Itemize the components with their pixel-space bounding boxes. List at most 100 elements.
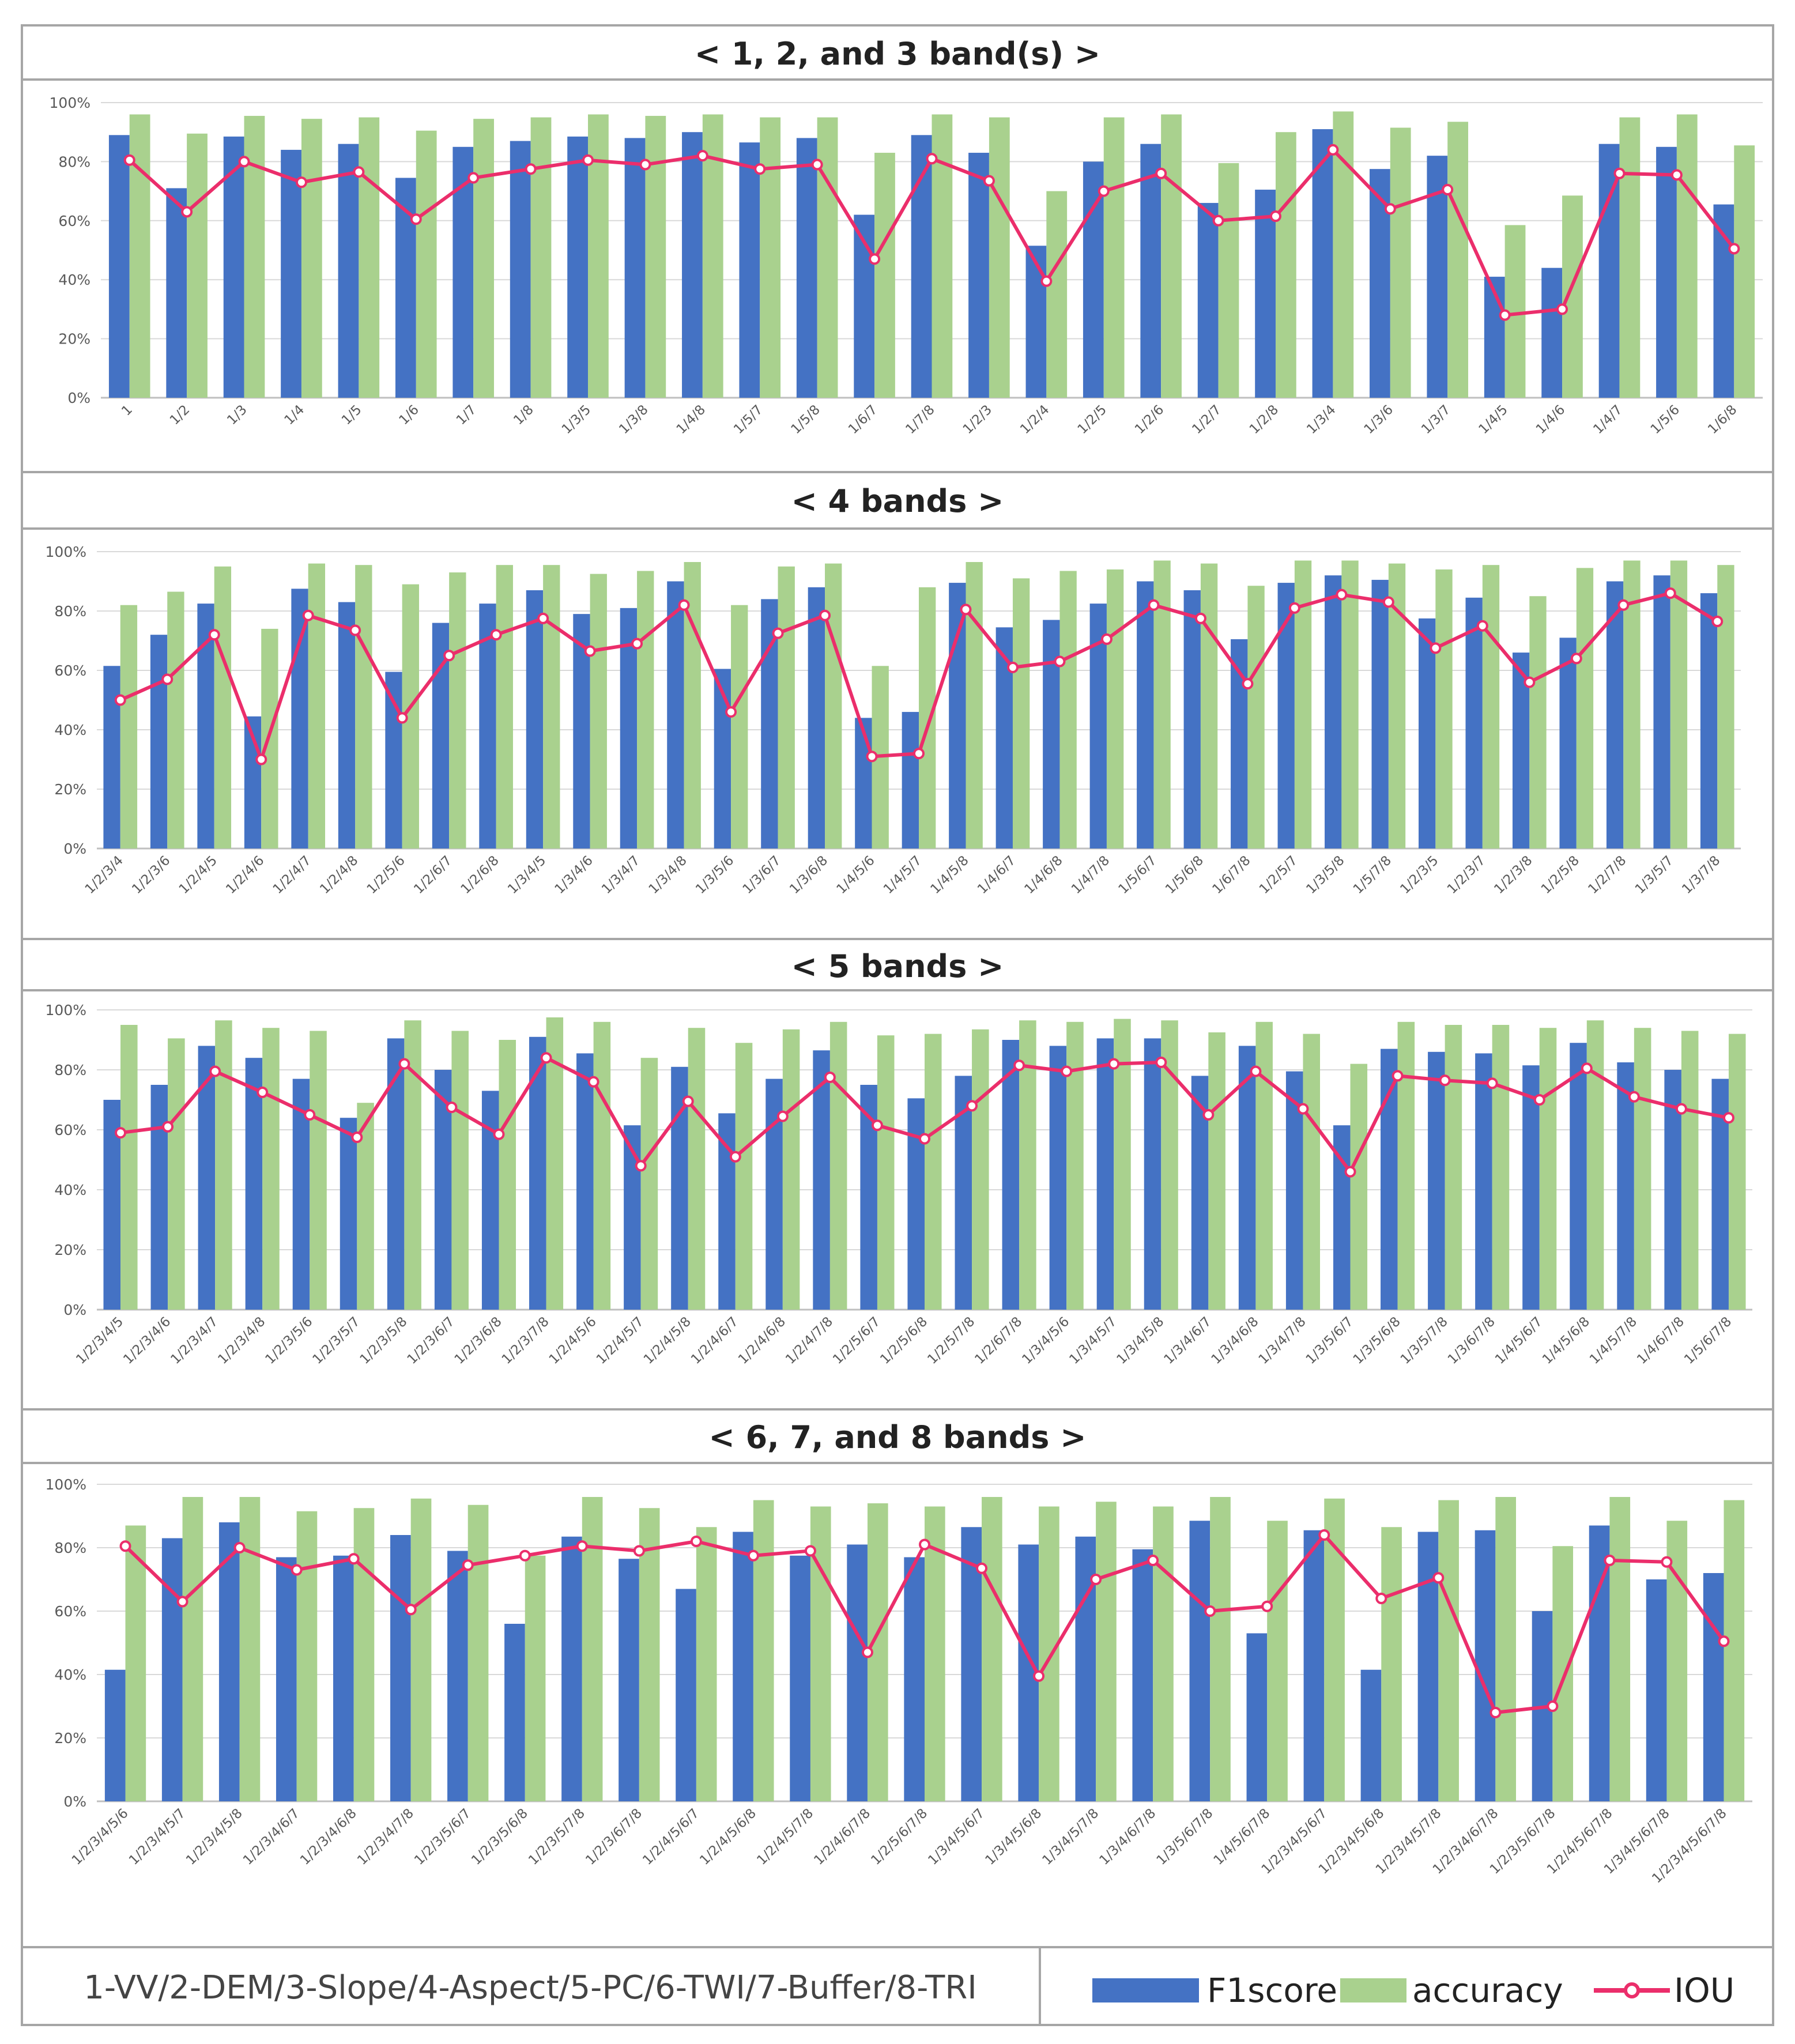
bar-accuracy [925,1034,942,1310]
bar-accuracy [543,565,560,848]
iou-point [1524,676,1536,688]
bar-f1score [338,144,359,398]
iou-point [1628,1091,1640,1103]
iou-point [1430,642,1442,654]
iou-point [304,1109,316,1121]
iou-point [302,609,314,621]
iou-point [1155,1057,1167,1068]
bar-accuracy [167,591,184,848]
iou-point [162,1121,174,1133]
bar-f1score [1083,161,1104,398]
iou-point [233,1542,246,1553]
iou-point [861,1646,873,1658]
bar-accuracy [753,1500,774,1801]
iou-point [1661,1556,1673,1568]
bar-accuracy [1247,586,1265,848]
bar-accuracy [1552,1546,1574,1801]
bar-f1score [1137,581,1154,848]
iou-point [181,206,193,218]
iou-point [238,156,250,168]
iou-point [966,1100,978,1112]
iou-point [396,712,408,724]
iou-point [1728,243,1740,255]
bar-f1score [790,1555,810,1801]
bar-f1score [1700,593,1718,848]
bar-accuracy [125,1525,146,1801]
bar-accuracy [1728,1034,1746,1310]
iou-point [291,1564,303,1576]
y-tick-label: 80% [58,153,90,170]
bar-f1score [1144,1038,1162,1310]
iou-point [1442,184,1454,196]
bar-f1score [1049,1046,1067,1310]
bar-f1score [1606,581,1624,848]
bar-accuracy [1341,560,1359,848]
iou-point [1212,214,1224,227]
iou-point [824,1072,836,1083]
bar-f1score [479,604,496,848]
bar-accuracy [239,1497,261,1801]
bar-f1score [197,604,214,848]
iou-point [1040,275,1053,287]
bar-f1score [338,602,356,848]
bar-accuracy [353,1508,375,1801]
bar-f1score [676,1589,696,1801]
bar-accuracy [696,1527,717,1801]
bar-f1score [1312,129,1333,398]
panel-title-2: < 4 bands > [791,483,1004,519]
bar-f1score [103,666,120,848]
iou-point [754,163,766,175]
bar-accuracy [1390,127,1411,398]
bar-f1score [281,149,301,398]
iou-point [519,1549,531,1562]
iou-point [1391,1070,1404,1082]
iou-point [811,159,823,171]
bar-f1score [108,135,130,398]
bar-f1score [808,587,825,848]
bar-accuracy [1676,114,1698,398]
bar-accuracy [215,1020,232,1310]
iou-point [1664,587,1676,599]
iou-point [1250,1065,1262,1077]
bar-accuracy [1539,1028,1557,1310]
bar-f1score [1140,144,1162,398]
y-tick-label: 0% [63,1302,86,1318]
bar-accuracy [1634,1028,1651,1310]
bar-f1score [813,1050,830,1310]
bar-f1score [340,1118,357,1310]
bar-f1score [576,1053,594,1310]
bar-accuracy [590,574,607,848]
bar-accuracy [1397,1021,1415,1310]
iou-point [1061,1065,1073,1077]
bar-f1score [902,712,919,848]
legend-iou-label: IOU [1674,1971,1734,2010]
bar-f1score [504,1624,525,1801]
legend: F1score accuracy IOU [1092,1971,1734,2010]
bar-f1score [619,1559,639,1801]
bar-accuracy [1562,195,1583,398]
iou-point [537,612,549,624]
legend-f1score-swatch [1092,1978,1199,2002]
iou-point [443,650,455,662]
y-tick-label: 20% [58,331,90,348]
bar-accuracy [645,116,666,398]
bar-f1score [1333,1125,1351,1310]
bar-accuracy [1161,1020,1178,1310]
iou-point [919,1538,930,1551]
iou-point [1432,1572,1445,1584]
bar-f1score [1484,277,1505,398]
bar-f1score [1559,638,1577,848]
iou-point [208,629,220,641]
iou-point [960,604,972,616]
bar-accuracy [639,1508,660,1801]
bar-accuracy [825,563,842,848]
bar-f1score [624,1125,641,1310]
bar-accuracy [473,119,494,398]
bar-accuracy [778,566,795,848]
iou-point [584,645,596,657]
iou-point [1489,1707,1502,1718]
bar-accuracy [1350,1064,1368,1310]
bar-accuracy [919,587,936,848]
bar-accuracy [1208,1032,1225,1310]
bar-f1score [1522,1065,1540,1310]
